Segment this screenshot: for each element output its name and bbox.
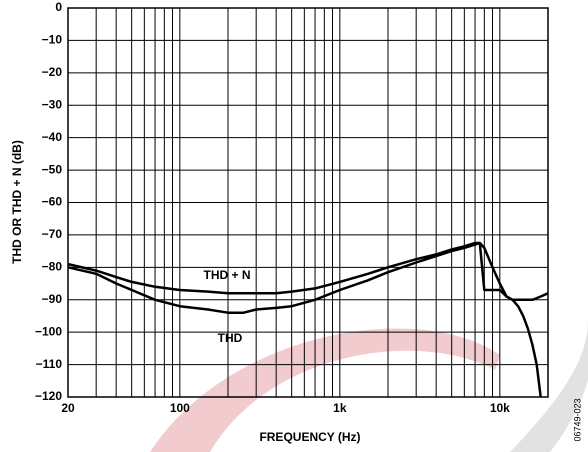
y-tick-label: −60 <box>42 195 63 209</box>
plot-frame <box>67 7 549 398</box>
series-line <box>67 241 549 302</box>
y-tick-label: −50 <box>42 162 63 176</box>
x-tick-label: 20 <box>61 401 75 415</box>
y-tick-label: −80 <box>42 260 63 274</box>
y-axis-label: THD OR THD + N (dB) <box>10 140 24 264</box>
x-tick-label: 1k <box>333 401 347 415</box>
y-tick-label: −90 <box>42 292 63 306</box>
side-note: 06749-023 <box>572 398 582 441</box>
y-tick-label: −20 <box>42 65 63 79</box>
watermark <box>510 320 588 452</box>
y-tick-label: −70 <box>42 227 63 241</box>
y-tick-label: −10 <box>42 33 63 47</box>
x-tick-label: 100 <box>170 401 190 415</box>
watermark <box>150 328 500 452</box>
y-tick-label: 0 <box>55 0 62 14</box>
x-axis-label: FREQUENCY (Hz) <box>259 430 360 444</box>
y-tick-label: −30 <box>42 97 63 111</box>
series-label: THD + N <box>203 268 250 282</box>
y-tick-label: −120 <box>35 389 62 403</box>
y-tick-label: −40 <box>42 130 63 144</box>
y-tick-label: −110 <box>36 357 63 371</box>
x-tick-label: 10k <box>490 401 510 415</box>
y-tick-label: −100 <box>35 324 62 338</box>
series-label: THD <box>218 331 243 345</box>
series-line <box>67 241 542 398</box>
